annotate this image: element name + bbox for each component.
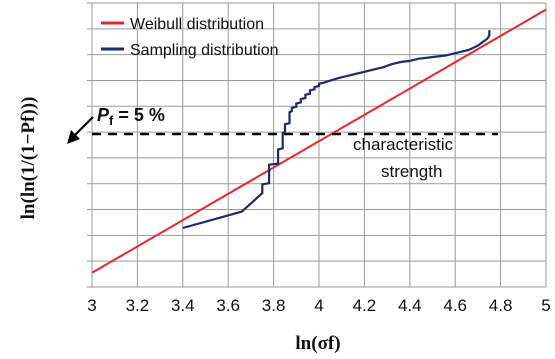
pf-annotation-label: Pf = 5 %: [97, 105, 165, 128]
pf-arrow-head: [67, 130, 80, 144]
x-axis-title-text: ln(σf): [295, 333, 340, 354]
grid: [87, 2, 547, 288]
x-tick-label: 3.6: [216, 296, 240, 315]
strength-label: strength: [381, 162, 442, 181]
pf-annotation: Pf = 5 %: [67, 105, 165, 144]
x-tick-label: 3.4: [171, 296, 195, 315]
y-axis-title: ln(ln(1/(1−Pf))): [18, 97, 39, 220]
x-tick-label: 3: [87, 296, 96, 315]
x-tick-label: 4.2: [353, 296, 377, 315]
pf-arrow-shaft: [72, 116, 94, 138]
x-tick-label: 5: [541, 296, 550, 315]
x-tick-labels: 3 3.2 3.4 3.6 3.8 4 4.2 4.4 4.6 4.8 5: [87, 296, 550, 315]
legend-label-sampling: Sampling distribution: [130, 42, 279, 59]
weibull-line: [91, 8, 547, 274]
legend-label-weibull: Weibull distribution: [130, 16, 264, 33]
y-axis-title-text: ln(ln(1/(1−Pf))): [18, 97, 39, 220]
pf-subscript: f: [109, 113, 114, 128]
pf-symbol: P: [97, 105, 110, 125]
x-tick-label: 4.4: [398, 296, 422, 315]
x-tick-label: 3.8: [262, 296, 286, 315]
series-layer: [91, 8, 547, 274]
legend: Weibull distribution Sampling distributi…: [101, 16, 279, 59]
x-tick-label: 3.2: [126, 296, 150, 315]
sampling-line: [182, 30, 491, 230]
x-tick-label: 4.8: [489, 296, 513, 315]
characteristic-label: characteristic: [353, 135, 454, 154]
x-tick-label: 4.6: [443, 296, 467, 315]
x-axis-title: ln(σf): [295, 333, 340, 354]
pf-value: = 5 %: [118, 105, 165, 125]
x-tick-label: 4: [314, 296, 323, 315]
